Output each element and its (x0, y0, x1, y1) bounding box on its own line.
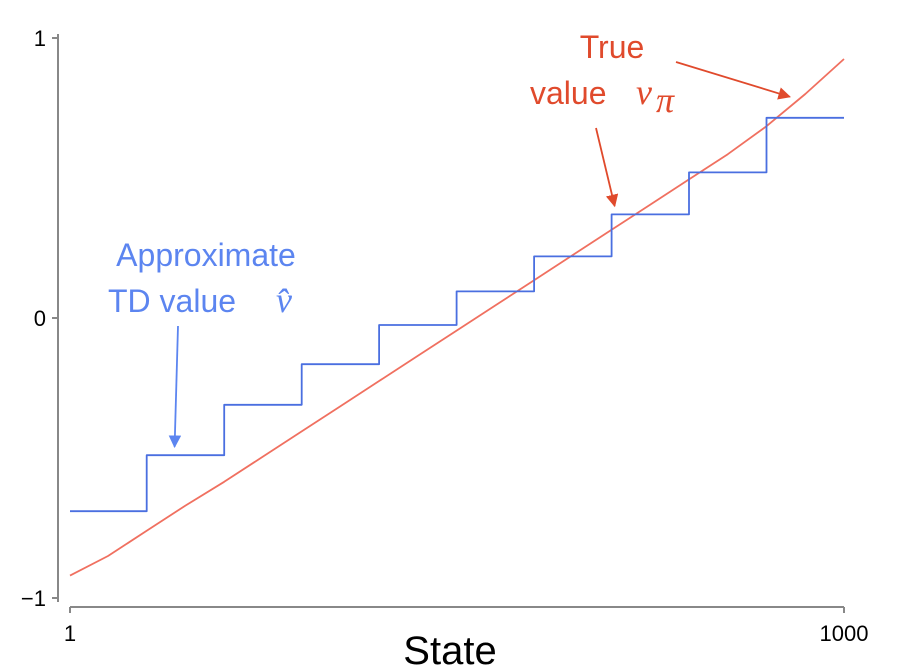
x-axis-title: State (403, 629, 496, 672)
x-tick-label: 1000 (820, 621, 869, 646)
series-line-true (69, 58, 845, 577)
true-label-line1: True (580, 29, 645, 65)
series-layer (69, 58, 845, 577)
true-label-subscript: π (656, 80, 675, 120)
approx-label-line1: Approximate (116, 237, 296, 273)
approx-label-symbol: v̂ (276, 280, 292, 320)
y-tick-label: 0 (34, 306, 46, 331)
true-arrow-right (675, 61, 791, 100)
y-tick-label: −1 (21, 586, 46, 611)
true-label-line2: value (530, 75, 607, 111)
true-arrow-down (595, 127, 619, 208)
x-tick-label: 1 (64, 621, 76, 646)
axes (57, 34, 844, 608)
annotation-layer: State True value v π Approximate TD value v̂ (108, 29, 791, 672)
y-tick-label: 1 (34, 26, 46, 51)
ticks: 1 0 −1 1 1000 (21, 26, 869, 646)
approx-arrow (168, 325, 182, 449)
approx-label-line2: TD value (108, 283, 236, 319)
series-line-approx (70, 116, 844, 513)
true-label-symbol: v (636, 72, 652, 112)
